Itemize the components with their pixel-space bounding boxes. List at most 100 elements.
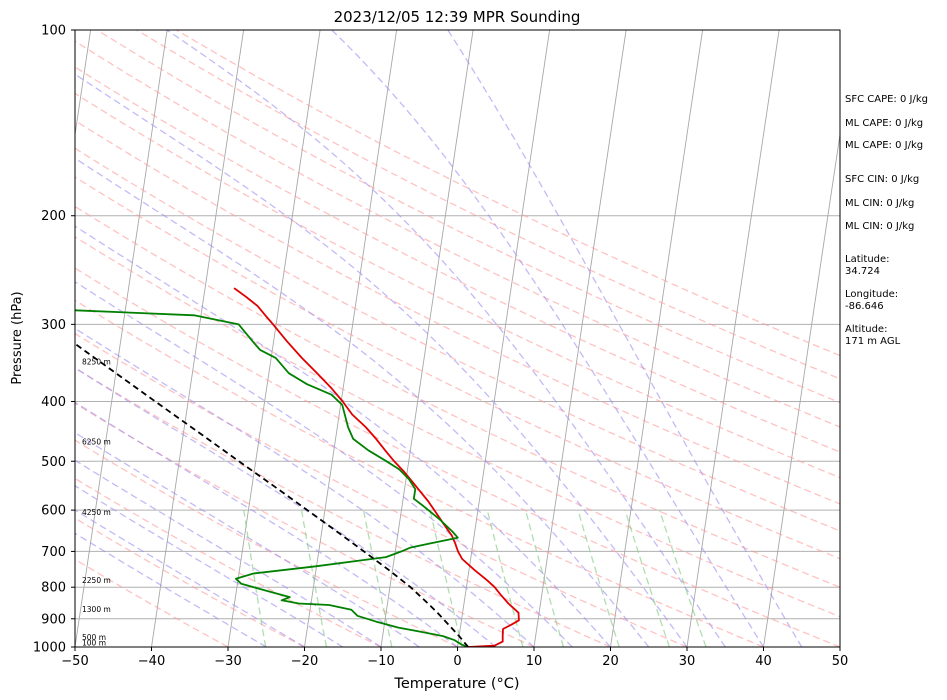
isotherm-line [610,30,704,647]
dry-adiabat-line [75,147,840,532]
moist-adiabat-line [447,30,803,647]
dry-adiabat-line [75,267,840,647]
dewpoint-profile [75,309,469,647]
dry-adiabat-line [75,40,840,428]
height-label: 500 m [82,633,106,642]
moist-adiabat-line [75,532,267,647]
x-axis-ticks: −50 −40 −30 −20 −10 0 10 20 30 40 50 [61,647,848,669]
longitude-label: Longitude: [845,289,898,300]
mixing-ratio-line [577,509,620,647]
ml-cin-text: ML CIN: 0 J/kg [845,198,914,209]
y-tick-label: 1000 [33,641,66,656]
height-label: 6250 m [82,437,111,446]
isotherm-line [457,30,551,647]
moist-adiabat-line [75,281,573,647]
temperature-profile [233,287,520,647]
height-label: 8250 m [82,357,111,366]
y-tick-label: 900 [41,612,66,627]
x-tick-label: −20 [291,654,318,669]
moist-adiabat-line [75,157,650,647]
height-label: 4250 m [82,508,111,517]
isotherm-line [151,30,245,647]
isotherm-line [686,30,780,647]
y-tick-label: 300 [41,318,66,333]
y-tick-label: 200 [41,209,66,224]
altitude-label: Altitude: [845,324,887,335]
x-tick-label: 40 [755,654,772,669]
x-tick-label: 50 [832,654,849,669]
latitude-label: Latitude: [845,254,890,265]
moist-adiabat-line [75,73,688,647]
latitude-value: 34.724 [845,266,880,277]
x-tick-label: 10 [526,654,543,669]
ml-cin-text-2: ML CIN: 0 J/kg [845,221,914,232]
moist-adiabat-line [166,30,726,647]
moist-adiabat-line [75,327,535,647]
mixing-ratio-line [624,509,671,647]
x-tick-label: 0 [453,654,461,669]
moist-adiabat-line [331,30,765,647]
height-label: 1300 m [82,605,111,614]
parcel-profile [75,342,469,647]
altitude-value: 171 m AGL [845,336,901,347]
y-tick-label: 700 [41,545,66,560]
y-tick-label: 600 [41,504,66,519]
x-tick-label: −40 [138,654,165,669]
y-tick-label: 800 [41,581,66,596]
dry-adiabat-line [75,236,840,618]
dry-adiabat-line [75,439,458,647]
isotherm-line [533,30,627,647]
isotherm-line [763,131,840,647]
x-tick-label: −30 [214,654,241,669]
ml-cape-text-2: ML CAPE: 0 J/kg [845,140,923,151]
dry-adiabat-line [75,402,535,647]
dry-adiabat-line [96,30,840,404]
background-lines [75,30,840,647]
dry-adiabat-line [136,30,840,380]
mixing-ratio-line [486,509,524,647]
dry-adiabat-line [175,30,840,357]
moist-adiabat-line [75,225,611,647]
y-tick-label: 100 [41,24,66,39]
isotherm-line [227,30,321,647]
chart-title: 2023/12/05 12:39 MPR Sounding [334,8,581,26]
isotherm-line [304,30,398,647]
stats-panel: SFC CAPE: 0 J/kg ML CAPE: 0 J/kg ML CAPE… [845,94,928,347]
mixing-ratio-line [524,509,565,647]
mixing-ratio-line [658,509,707,647]
mixing-ratio-line [429,509,463,647]
sfc-cape-text: SFC CAPE: 0 J/kg [845,94,928,105]
dry-adiabat-line [75,517,305,647]
y-tick-label: 500 [41,455,66,470]
moist-adiabat-line [75,401,458,647]
dry-adiabat-line [75,558,229,647]
isotherm-line [75,30,168,647]
dry-adiabat-line [75,477,382,647]
data-lines [75,287,520,647]
ml-cape-text: ML CAPE: 0 J/kg [845,118,923,129]
x-tick-label: −50 [61,654,88,669]
x-tick-label: 30 [679,654,696,669]
y-axis-ticks: 1000 900 800 700 600 500 400 300 200 100 [33,24,75,656]
height-label: 2250 m [82,576,111,585]
dry-adiabat-line [75,176,840,560]
moist-adiabat-line [75,367,497,647]
dry-adiabat-line [75,205,840,588]
y-tick-label: 400 [41,395,66,410]
x-axis-label: Temperature (°C) [393,676,519,692]
sfc-cin-text: SFC CIN: 0 J/kg [845,174,919,185]
x-tick-label: −10 [367,654,394,669]
isotherm-line [380,30,474,647]
height-label: 100 m [82,638,106,647]
mixing-ratio-line [300,509,328,647]
mixing-ratio-line [362,509,393,647]
moist-adiabat-line [75,485,344,647]
mixing-ratio-line [243,509,267,647]
dry-adiabat-line [75,299,764,647]
x-tick-label: 20 [602,654,619,669]
dry-adiabat-line [75,367,611,647]
longitude-value: -86.646 [845,301,884,312]
moist-adiabat-line [75,431,420,647]
